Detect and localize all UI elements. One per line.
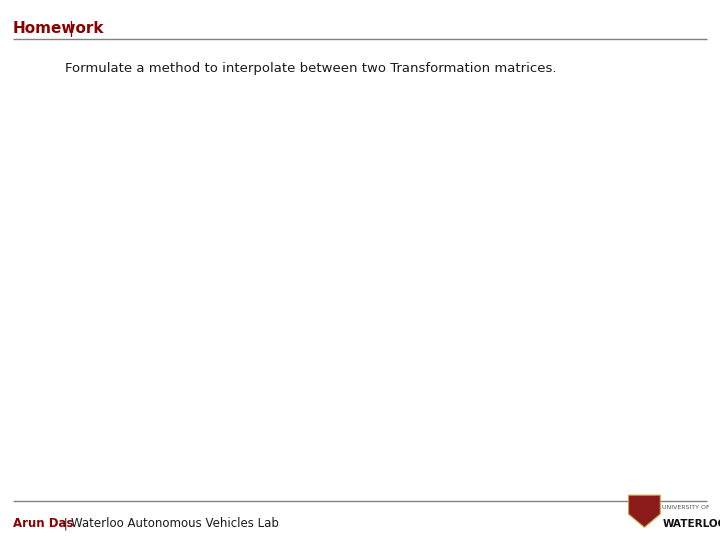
Text: |: | [60, 517, 71, 530]
Text: Waterloo Autonomous Vehicles Lab: Waterloo Autonomous Vehicles Lab [71, 517, 279, 530]
Text: UNIVERSITY OF: UNIVERSITY OF [662, 505, 710, 510]
Polygon shape [629, 495, 660, 527]
Text: WATERLOO: WATERLOO [662, 519, 720, 530]
Text: Homework: Homework [13, 21, 104, 36]
Text: |: | [68, 21, 73, 37]
Text: Arun Das: Arun Das [13, 517, 73, 530]
Text: Formulate a method to interpolate between two Transformation matrices.: Formulate a method to interpolate betwee… [65, 62, 557, 75]
